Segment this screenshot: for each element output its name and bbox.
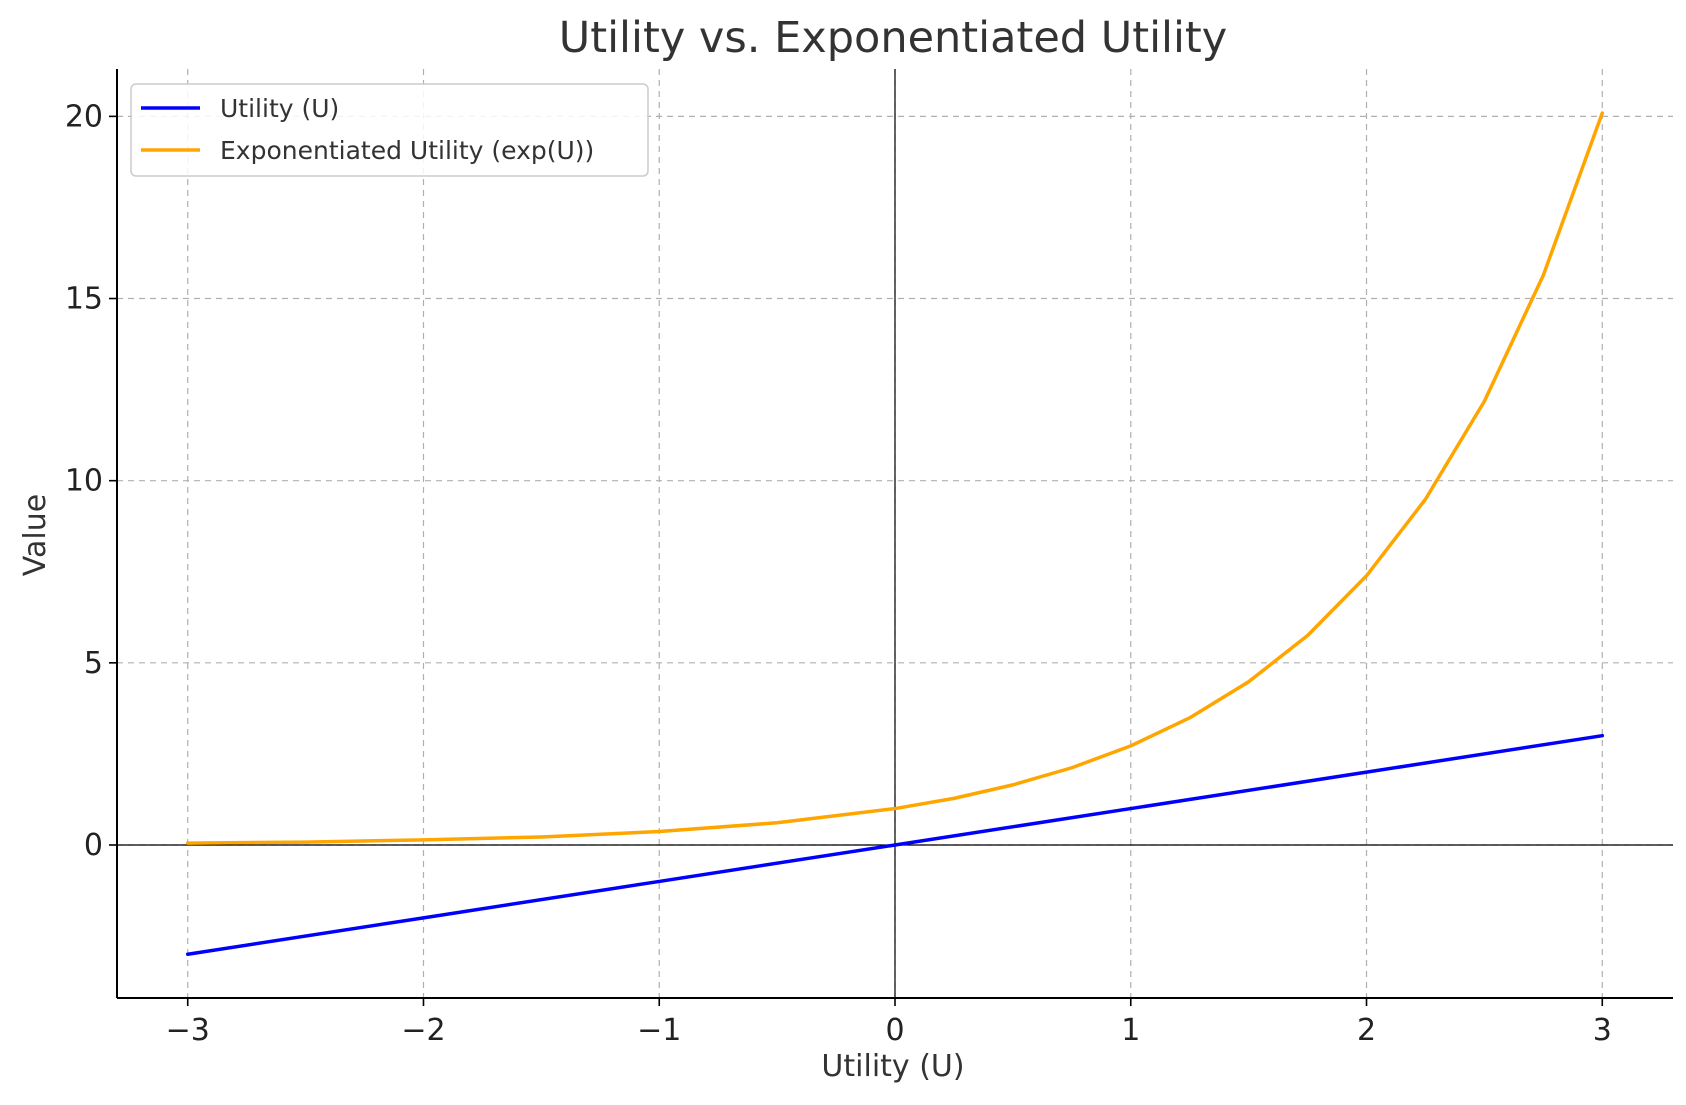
- y-tick-label-3: 15: [65, 282, 103, 317]
- series-lines: [185, 111, 1605, 957]
- y-tick-label-1: 5: [84, 646, 103, 681]
- x-tick-label-4: 1: [1121, 1013, 1140, 1048]
- x-tick-label-3: 0: [885, 1013, 904, 1048]
- y-axis-ticks: 0 5 10 15 20: [65, 99, 117, 863]
- x-tick-label-6: 3: [1593, 1013, 1612, 1048]
- y-tick-label-0: 0: [84, 828, 103, 863]
- legend: Utility (U) Exponentiated Utility (exp(U…: [130, 83, 649, 177]
- x-tick-label-5: 2: [1357, 1013, 1376, 1048]
- x-tick-label-2: −1: [637, 1013, 681, 1048]
- legend-label-utility: Utility (U): [220, 94, 339, 123]
- reference-lines: [117, 69, 1673, 998]
- x-axis-ticks: −3 −2 −1 0 1 2 3: [166, 998, 1612, 1048]
- x-tick-label-1: −2: [401, 1013, 445, 1048]
- x-axis-label: Utility (U): [821, 1049, 964, 1084]
- legend-box: [130, 83, 649, 177]
- y-tick-label-2: 10: [65, 464, 103, 499]
- series-line-0: [185, 733, 1605, 957]
- x-tick-label-0: −3: [166, 1013, 210, 1048]
- y-tick-label-4: 20: [65, 99, 103, 134]
- series-line-1: [185, 111, 1605, 845]
- legend-label-exponentiated-utility: Exponentiated Utility (exp(U)): [220, 136, 594, 165]
- y-axis-label: Value: [18, 494, 53, 576]
- chart-title: Utility vs. Exponentiated Utility: [559, 13, 1227, 63]
